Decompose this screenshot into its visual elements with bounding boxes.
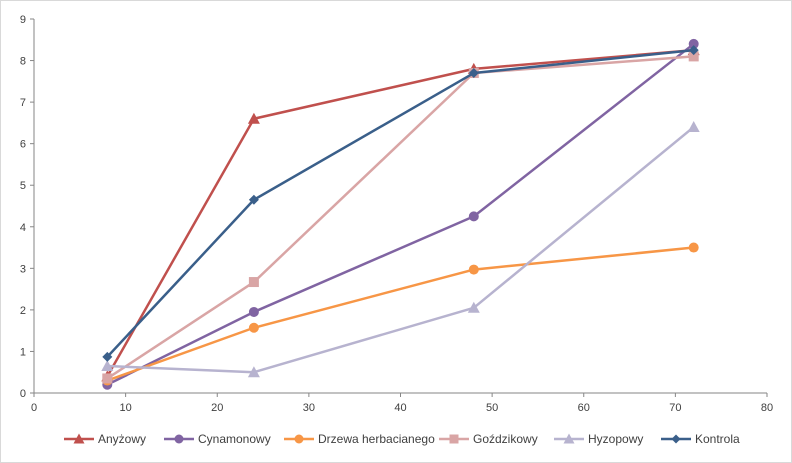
x-tick-label: 70 [669, 402, 681, 414]
data-point-kontrola [248, 194, 259, 205]
legend-label: Kontrola [695, 432, 740, 446]
x-tick-label: 20 [211, 402, 223, 414]
series-hyzopowy [101, 121, 700, 378]
data-point-drzewa-herbacianego [248, 322, 259, 333]
legend-marker [449, 434, 459, 444]
y-tick-label: 7 [20, 97, 26, 109]
data-point-cynamonowy [688, 38, 699, 49]
series-anyzowy [101, 44, 700, 382]
data-point-gozdzikowy [248, 277, 259, 288]
series-drzewa-herbacianego [102, 242, 699, 386]
legend-entry-anyzowy: Anyżowy [64, 432, 146, 446]
legend-entry-kontrola: Kontrola [661, 432, 740, 446]
y-tick-label: 1 [20, 346, 26, 358]
series-line-drzewa-herbacianego [106, 246, 694, 382]
legend-marker [294, 434, 304, 444]
y-tick-label: 2 [20, 305, 26, 317]
legend-label: Cynamonowy [198, 432, 271, 446]
legend-marker [671, 434, 681, 444]
legend-marker [73, 433, 85, 444]
data-point-kontrola [468, 68, 479, 79]
y-tick-label: 9 [20, 14, 26, 26]
series-line-cynamonowy [106, 42, 695, 386]
y-tick-label: 6 [20, 139, 26, 151]
y-tick-label: 5 [20, 180, 26, 192]
x-tick-label: 50 [486, 402, 498, 414]
y-tick-label: 0 [20, 388, 26, 400]
legend-marker [174, 434, 184, 444]
legend-entry-drzewa-herbacianego: Drzewa herbacianego [284, 432, 435, 446]
series-line-gozdzikowy [106, 55, 694, 380]
data-point-cynamonowy [248, 306, 259, 317]
data-point-hyzopowy [687, 121, 700, 133]
legend-label: Goździkowy [473, 432, 538, 446]
legend-label: Hyzopowy [588, 432, 643, 446]
series-line-kontrola [106, 48, 694, 358]
series-line-anyzowy [106, 48, 694, 377]
legend-entry-cynamonowy: Cynamonowy [164, 432, 271, 446]
x-tick-label: 0 [31, 402, 37, 414]
legend: Anyżowy Cynamonowy Drzewa herbacianego Goźd… [64, 432, 740, 446]
legend-marker [563, 433, 575, 444]
y-tick-label: 3 [20, 263, 26, 275]
data-point-drzewa-herbacianego [468, 264, 479, 275]
series-kontrola [102, 45, 699, 362]
y-tick-label: 8 [20, 56, 26, 68]
data-point-hyzopowy [101, 359, 114, 371]
legend-label: Drzewa herbacianego [318, 432, 435, 446]
data-point-gozdzikowy [688, 51, 699, 62]
data-point-kontrola [102, 351, 113, 362]
series-line-hyzopowy [107, 126, 695, 374]
data-point-drzewa-herbacianego [688, 242, 699, 253]
data-point-kontrola [688, 45, 699, 56]
data-point-hyzopowy [467, 301, 480, 313]
data-point-hyzopowy [247, 366, 260, 378]
series-layer [101, 38, 700, 390]
legend-label: Anyżowy [98, 432, 146, 446]
x-tick-label: 30 [303, 402, 315, 414]
axes: 0 1 2 3 4 5 6 7 8 9 0 10 20 30 40 50 60 70 80 [20, 14, 773, 414]
legend-entry-hyzopowy: Hyzopowy [554, 432, 643, 446]
x-tick-label: 10 [120, 402, 132, 414]
series-gozdzikowy [102, 51, 699, 384]
x-tick-label: 40 [394, 402, 406, 414]
data-point-cynamonowy [468, 211, 479, 222]
series-cynamonowy [102, 38, 699, 390]
data-point-anyzowy [247, 112, 260, 124]
x-tick-label: 80 [761, 402, 773, 414]
legend-entry-gozdzikowy: Goździkowy [439, 432, 538, 446]
data-point-gozdzikowy [102, 373, 113, 384]
y-tick-label: 4 [20, 222, 26, 234]
x-tick-label: 60 [578, 402, 590, 414]
